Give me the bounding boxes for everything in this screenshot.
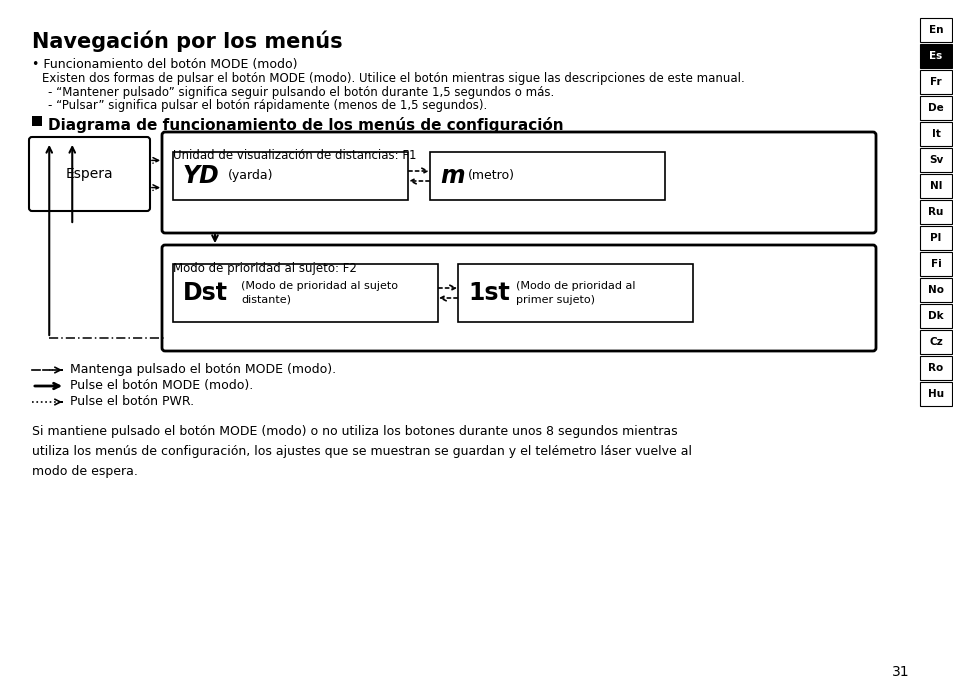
- Bar: [919, 356, 951, 380]
- Bar: [919, 148, 951, 172]
- Bar: [919, 278, 951, 302]
- Bar: [919, 226, 951, 250]
- Text: primer sujeto): primer sujeto): [516, 295, 595, 305]
- Bar: [919, 70, 951, 94]
- Text: - “Mantener pulsado” significa seguir pulsando el botón durante 1,5 segundos o m: - “Mantener pulsado” significa seguir pu…: [48, 86, 554, 99]
- Text: Ro: Ro: [927, 363, 943, 373]
- Text: Pl: Pl: [929, 233, 941, 243]
- Text: • Funcionamiento del botón MODE (modo): • Funcionamiento del botón MODE (modo): [32, 58, 297, 71]
- Text: Hu: Hu: [927, 389, 943, 399]
- FancyBboxPatch shape: [430, 152, 664, 200]
- Text: (yarda): (yarda): [228, 169, 274, 183]
- Text: Modo de prioridad al sujeto: F2: Modo de prioridad al sujeto: F2: [172, 262, 356, 275]
- Text: (Modo de prioridad al sujeto: (Modo de prioridad al sujeto: [241, 281, 397, 291]
- Text: Ru: Ru: [927, 207, 943, 217]
- FancyBboxPatch shape: [172, 152, 408, 200]
- Text: m: m: [439, 164, 464, 188]
- Bar: [32, 116, 42, 126]
- Text: Unidad de visualización de distancias: F1: Unidad de visualización de distancias: F…: [172, 149, 416, 162]
- Bar: [919, 122, 951, 146]
- Text: Pulse el botón PWR.: Pulse el botón PWR.: [70, 395, 193, 408]
- Text: No: No: [927, 285, 943, 295]
- Bar: [919, 330, 951, 354]
- Text: 31: 31: [891, 665, 909, 677]
- Text: Espera: Espera: [66, 167, 113, 181]
- FancyBboxPatch shape: [457, 264, 692, 322]
- Bar: [919, 96, 951, 120]
- Text: (Modo de prioridad al: (Modo de prioridad al: [516, 281, 635, 291]
- Text: Dst: Dst: [183, 281, 228, 305]
- Text: 1st: 1st: [468, 281, 509, 305]
- Text: Sv: Sv: [928, 155, 943, 165]
- Text: Fi: Fi: [929, 259, 941, 269]
- Text: Cz: Cz: [928, 337, 942, 347]
- Text: - “Pulsar” significa pulsar el botón rápidamente (menos de 1,5 segundos).: - “Pulsar” significa pulsar el botón ráp…: [48, 99, 487, 112]
- Bar: [919, 18, 951, 42]
- FancyBboxPatch shape: [162, 132, 875, 233]
- FancyBboxPatch shape: [162, 245, 875, 351]
- Bar: [919, 200, 951, 224]
- Text: Si mantiene pulsado el botón MODE (modo) o no utiliza los botones durante unos 8: Si mantiene pulsado el botón MODE (modo)…: [32, 425, 691, 478]
- Text: De: De: [927, 103, 943, 113]
- Text: Diagrama de funcionamiento de los menús de configuración: Diagrama de funcionamiento de los menús …: [48, 117, 563, 133]
- Text: distante): distante): [241, 295, 291, 305]
- Text: It: It: [930, 129, 940, 139]
- Text: Pulse el botón MODE (modo).: Pulse el botón MODE (modo).: [70, 380, 253, 393]
- FancyBboxPatch shape: [172, 264, 437, 322]
- Bar: [919, 252, 951, 276]
- Text: Existen dos formas de pulsar el botón MODE (modo). Utilice el botón mientras sig: Existen dos formas de pulsar el botón MO…: [42, 72, 744, 85]
- Bar: [919, 44, 951, 68]
- Text: Mantenga pulsado el botón MODE (modo).: Mantenga pulsado el botón MODE (modo).: [70, 364, 335, 376]
- FancyBboxPatch shape: [29, 137, 150, 211]
- Text: Navegación por los menús: Navegación por los menús: [32, 30, 342, 51]
- Text: Fr: Fr: [929, 77, 941, 87]
- Text: Nl: Nl: [929, 181, 942, 191]
- Text: Es: Es: [928, 51, 942, 61]
- Text: YD: YD: [183, 164, 219, 188]
- Text: En: En: [928, 25, 943, 35]
- Bar: [919, 174, 951, 198]
- Text: Dk: Dk: [927, 311, 943, 321]
- Text: (metro): (metro): [468, 169, 515, 183]
- Bar: [919, 304, 951, 328]
- Bar: [919, 382, 951, 406]
